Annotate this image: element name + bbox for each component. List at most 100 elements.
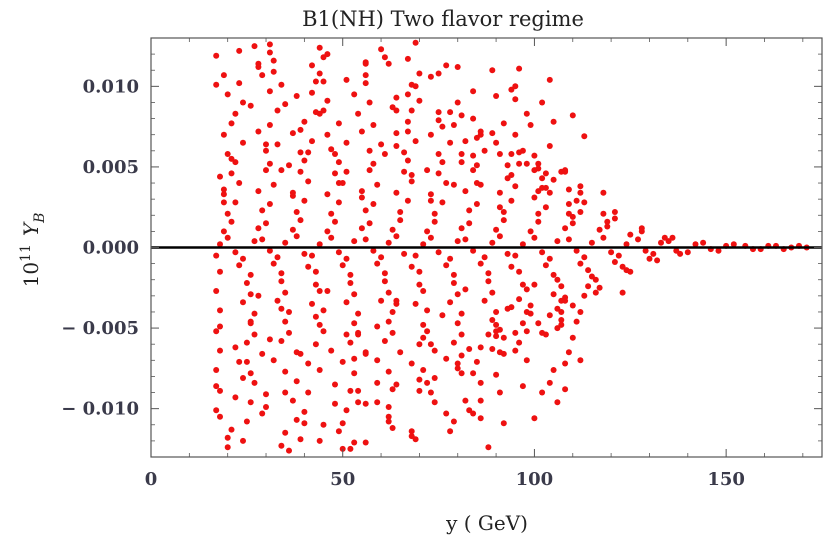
data-point: [266, 336, 273, 343]
data-point: [527, 228, 534, 235]
y-tick-label: 0.010: [83, 76, 139, 97]
x-tick-label: 100: [516, 469, 554, 490]
data-point: [638, 225, 645, 232]
data-point: [305, 263, 312, 270]
data-point: [730, 241, 737, 248]
data-point: [569, 220, 576, 227]
data-point: [236, 80, 243, 87]
data-point: [351, 370, 358, 377]
data-point: [274, 141, 281, 148]
data-point: [316, 367, 323, 373]
data-point: [500, 420, 507, 427]
data-point: [412, 252, 419, 259]
data-point: [435, 117, 442, 124]
data-point: [381, 270, 388, 277]
data-point: [508, 197, 515, 204]
data-point: [366, 220, 373, 227]
data-point: [320, 78, 327, 85]
data-point: [224, 91, 231, 98]
data-point: [512, 83, 519, 90]
data-point: [619, 263, 626, 270]
data-point: [619, 289, 626, 296]
data-point: [309, 300, 315, 307]
data-point: [542, 262, 549, 269]
data-point: [416, 387, 423, 394]
data-point: [343, 76, 350, 83]
data-point: [312, 341, 319, 348]
data-point: [404, 197, 411, 204]
data-point: [512, 131, 519, 138]
data-point: [335, 199, 342, 206]
data-point: [439, 312, 446, 319]
data-point: [466, 207, 473, 214]
data-point: [324, 288, 331, 294]
data-point: [232, 249, 239, 256]
data-point: [401, 250, 408, 257]
data-point: [535, 210, 542, 217]
data-point: [470, 247, 477, 254]
data-point: [458, 352, 465, 359]
data-point: [447, 299, 454, 306]
data-point: [220, 191, 227, 198]
data-point: [550, 118, 557, 125]
data-point: [263, 167, 269, 174]
data-point: [366, 167, 373, 174]
data-point: [516, 65, 523, 72]
data-point: [447, 139, 454, 146]
data-point: [420, 367, 427, 373]
data-point: [542, 204, 549, 211]
y-tick-label: − 0.010: [61, 399, 139, 420]
data-point: [312, 313, 319, 320]
data-point: [381, 151, 388, 157]
data-point: [508, 304, 515, 311]
data-point: [282, 239, 289, 246]
data-point: [500, 217, 507, 224]
data-point: [312, 268, 319, 275]
data-point: [412, 138, 419, 145]
y-tick-label: 0.000: [83, 238, 139, 259]
data-point: [266, 88, 273, 95]
data-point: [278, 305, 285, 312]
data-points: [213, 39, 810, 454]
data-point: [289, 192, 296, 199]
data-point: [316, 241, 323, 248]
data-point: [385, 289, 392, 296]
data-point: [213, 328, 220, 335]
data-point: [397, 209, 404, 215]
data-point: [516, 160, 523, 167]
data-point: [539, 175, 546, 182]
data-point: [339, 420, 346, 427]
data-point: [282, 368, 289, 375]
data-point: [623, 241, 630, 248]
data-point: [470, 115, 477, 122]
data-point: [577, 209, 584, 215]
data-point: [213, 288, 220, 294]
data-point: [416, 281, 423, 288]
data-point: [378, 254, 385, 261]
data-point: [550, 367, 557, 373]
data-point: [213, 252, 220, 259]
data-point: [316, 110, 323, 117]
data-point: [565, 201, 572, 207]
data-point: [293, 378, 300, 385]
data-point: [447, 428, 454, 435]
data-point: [512, 347, 519, 354]
data-point: [485, 278, 492, 285]
data-point: [362, 72, 369, 79]
data-point: [427, 341, 434, 348]
data-point: [458, 112, 465, 119]
data-point: [263, 147, 269, 154]
data-point: [247, 399, 254, 406]
data-point: [600, 234, 607, 241]
data-point: [588, 239, 595, 246]
data-point: [635, 236, 641, 243]
data-point: [496, 151, 503, 157]
data-point: [573, 247, 580, 254]
data-point: [240, 255, 246, 262]
data-point: [516, 339, 523, 346]
data-point: [439, 159, 446, 166]
data-point: [389, 329, 396, 336]
data-point: [301, 157, 308, 164]
data-point: [301, 420, 308, 427]
data-point: [496, 233, 503, 240]
